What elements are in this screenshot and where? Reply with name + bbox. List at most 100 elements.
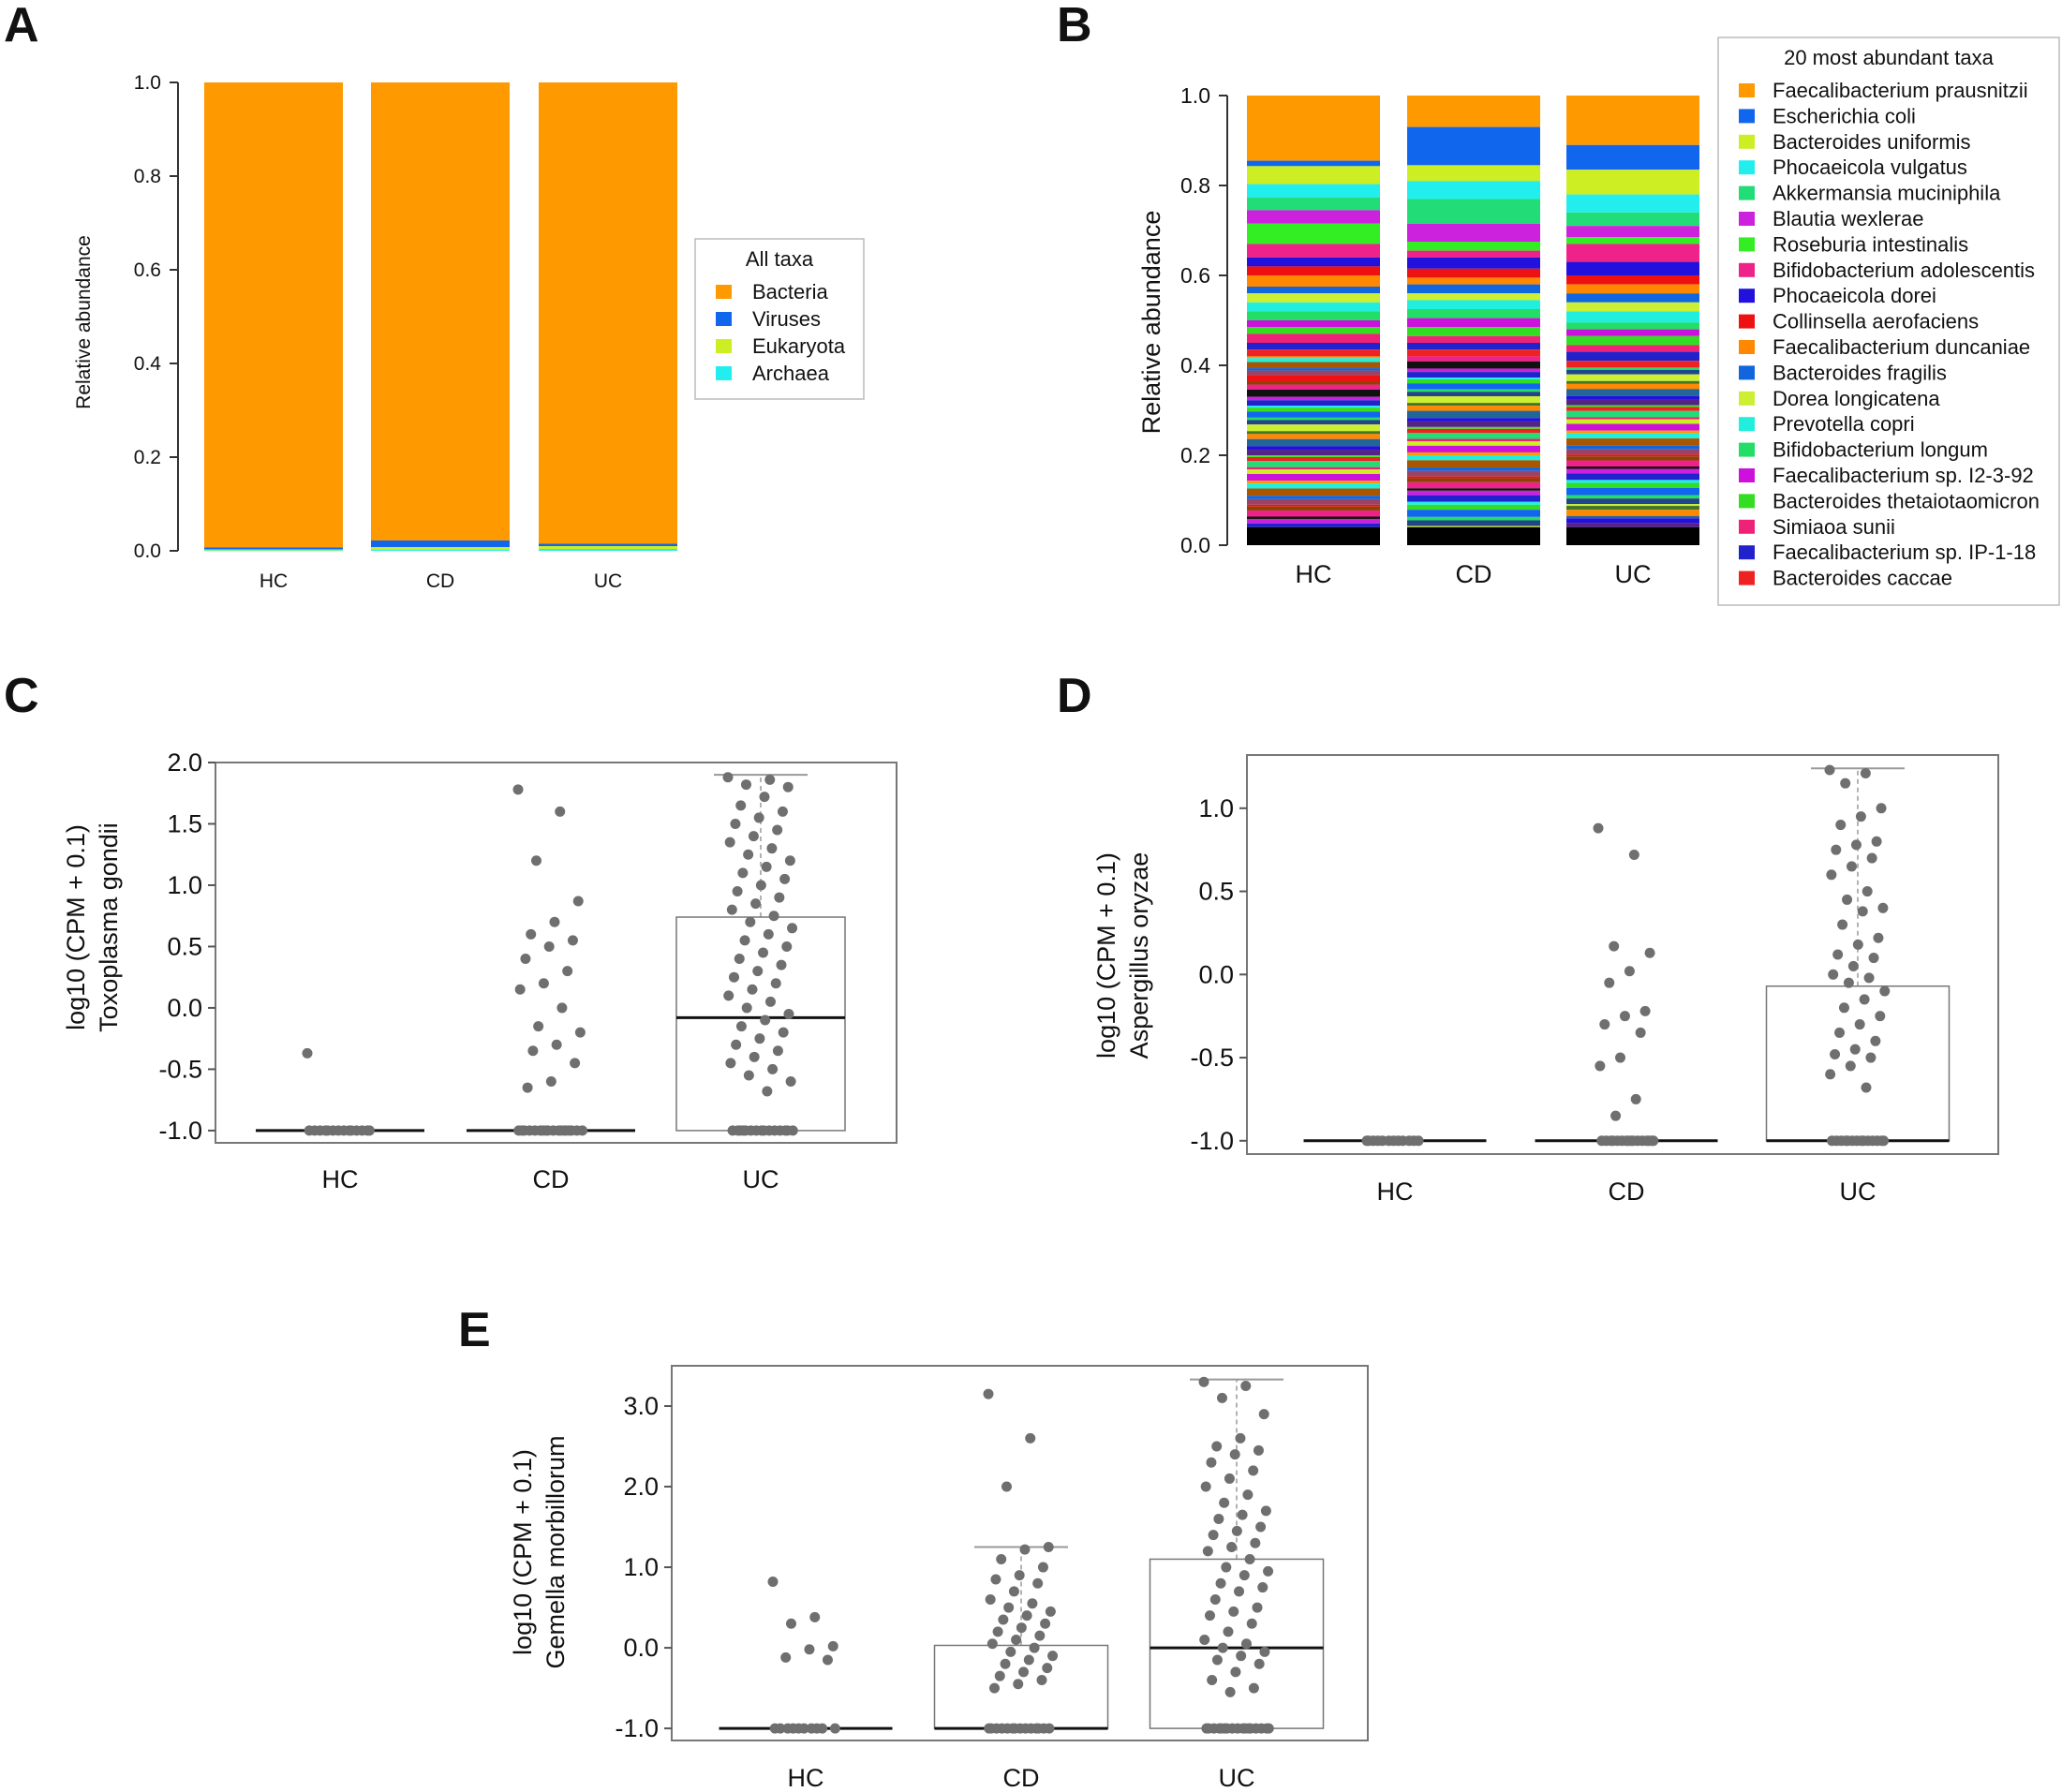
panel-e-data-point: [1228, 1606, 1239, 1617]
panel-c-data-point: [762, 1086, 773, 1097]
panel-d-data-point: [1643, 1135, 1654, 1147]
panel-e-data-point: [1248, 1682, 1259, 1694]
panel-a-y-axis-label: Relative abundance: [73, 235, 95, 409]
panel-b-bar-segment-other: [1566, 410, 1699, 418]
panel-b-bar-uc: [1566, 96, 1699, 545]
panel-b-bar-segment-other: [1407, 378, 1540, 379]
panel-b-bar-segment-other: [1247, 504, 1380, 507]
panel-b-bar-segment-bifidobacterium-adolescentis: [1566, 244, 1699, 262]
panel-b-bar-segment-other: [1247, 431, 1380, 435]
panel-d-data-point: [1845, 1060, 1856, 1072]
panel-d-data-point: [1870, 1035, 1881, 1046]
panel-d-data-point: [1847, 861, 1858, 872]
panel-b-legend-swatch-akkermansia-muciniphila: [1739, 185, 1755, 200]
panel-c-data-point: [555, 806, 566, 817]
panel-c-data-point: [749, 1051, 760, 1062]
panel-e-data-point: [1226, 1542, 1238, 1553]
panel-d-data-point: [1609, 940, 1620, 952]
panel-b-bar-segment-akkermansia-muciniphila: [1407, 199, 1540, 224]
panel-c-data-point: [530, 855, 541, 866]
panel-e-data-point: [1032, 1723, 1044, 1734]
panel-c-data-point: [513, 1125, 525, 1136]
panel-c-data-point: [730, 818, 741, 829]
panel-b-bar-segment-prevotella-copri: [1247, 302, 1380, 312]
panel-b-bar-segment-other: [1566, 460, 1699, 467]
panel-e-data-point: [1200, 1481, 1211, 1492]
panel-d-data-point: [1843, 977, 1854, 988]
panel-c-y-tick-label: 0.5: [167, 932, 202, 960]
panel-e-data-point: [1000, 1658, 1011, 1669]
panel-b-bar-segment-other: [1247, 456, 1380, 462]
panel-b-bar-segment-other: [1407, 510, 1540, 517]
panel-c-data-point: [758, 1125, 769, 1136]
panel-b-bar-segment-other: [1407, 421, 1540, 427]
panel-b-legend-label-faecalibacterium-sp-ip-1-18: Faecalibacterium sp. IP-1-18: [1773, 541, 2036, 564]
panel-b-bar-segment-roseburia-intestinalis: [1247, 223, 1380, 244]
panel-e-data-point: [1248, 1465, 1259, 1476]
panel-e-data-point: [1198, 1376, 1209, 1387]
panel-e-data-point: [1037, 1562, 1048, 1573]
panel-b-bar-segment-prevotella-copri: [1566, 311, 1699, 323]
panel-c-data-point: [555, 1125, 566, 1136]
panel-c-data-point: [725, 1058, 736, 1069]
panel-d-data-point: [1865, 1052, 1877, 1063]
panel-d-y-tick-label: 0.5: [1198, 878, 1234, 906]
panel-d-plot-frame: [1246, 754, 1999, 1155]
panel-b-bar-segment-other: [1247, 510, 1380, 517]
panel-c-data-point: [574, 1027, 586, 1038]
panel-b-legend-label-akkermansia-muciniphila: Akkermansia muciniphila: [1773, 182, 2001, 205]
panel-b-bar-segment-faecalibacterium-prausnitzii: [1566, 96, 1699, 145]
panel-a-bar-segment-bacteria: [204, 82, 343, 548]
panel-d-data-point: [1866, 852, 1877, 864]
panel-e-data-point: [1042, 1663, 1053, 1674]
panel-b-bar-segment-other: [1247, 396, 1380, 401]
panel-c-data-point: [750, 898, 762, 910]
panel-c-y-tick-label: -1.0: [158, 1117, 202, 1145]
panel-b-legend-box: [1717, 37, 2060, 606]
panel-b-bar-segment-other: [1247, 516, 1380, 519]
panel-d-y-axis-label-line2: Aspergillus oryzae: [1125, 852, 1153, 1059]
panel-b-bar-segment-other: [1566, 504, 1699, 507]
panel-a-x-tick-label: CD: [426, 570, 454, 592]
panel-c-data-point: [526, 928, 537, 940]
panel-b-legend-label-bifidobacterium-longum: Bifidobacterium longum: [1773, 438, 1988, 462]
panel-a-bar-segment-eukaryota: [204, 549, 343, 551]
panel-b-bar-segment-other: [1566, 518, 1699, 524]
panel-e-data-point: [780, 1651, 792, 1663]
panel-d-data-point: [1876, 803, 1887, 814]
panel-e-y-tick-label: 0.0: [623, 1634, 659, 1662]
panel-b-bar-segment-other: [1407, 383, 1540, 390]
panel-d-data-point: [1875, 1011, 1886, 1022]
panel-b-bar-segment-phocaeicola-dorei: [1566, 261, 1699, 275]
panel-c-data-point: [734, 1125, 746, 1136]
panel-e-data-point: [1021, 1610, 1032, 1622]
panel-b-bar-segment-other: [1247, 375, 1380, 382]
panel-e-data-point: [804, 1644, 815, 1655]
panel-b-bar-segment-other: [1566, 419, 1699, 424]
panel-b-bar-segment-other: [1247, 467, 1380, 470]
panel-b-legend-label-bacteroides-fragilis: Bacteroides fragilis: [1773, 361, 1947, 384]
panel-b-bar-segment-dorea-longicatena: [1407, 293, 1540, 301]
panel-b-bar-segment-bacteroides-caccae: [1407, 349, 1540, 357]
panel-b-legend-swatch-bacteroides-fragilis: [1739, 365, 1755, 380]
panel-b-bar-segment-other: [1407, 445, 1540, 452]
panel-c-data-point: [572, 896, 584, 907]
panel-c-data-point: [363, 1125, 375, 1136]
panel-d-data-point: [1824, 764, 1835, 776]
panel-c-data-point: [520, 954, 531, 965]
panel-b-legend-swatch-bifidobacterium-longum: [1739, 442, 1755, 457]
panel-b-bar-segment-other: [1407, 438, 1540, 442]
panel-e-data-point: [990, 1574, 1001, 1585]
panel-e-data-point: [785, 1618, 796, 1629]
panel-a-y-tick-label: 1.0: [134, 72, 161, 94]
panel-b-legend-swatch-faecalibacterium-prausnitzii: [1739, 83, 1755, 97]
panel-e-data-point: [1224, 1686, 1236, 1697]
panel-d-data-point: [1850, 839, 1862, 851]
panel-b-bar-segment-faecalibacterium-duncaniae: [1247, 275, 1380, 287]
panel-b-bar-segment-other: [1247, 411, 1380, 418]
panel-b-bar-segment-phocaeicola-vulgatus: [1247, 184, 1380, 198]
panel-b-bar-segment-other: [1407, 410, 1540, 419]
panel-b-bar-segment-other: [1566, 454, 1699, 457]
panel-e-data-point: [1242, 1489, 1254, 1501]
panel-e-data-point: [1258, 1409, 1269, 1420]
